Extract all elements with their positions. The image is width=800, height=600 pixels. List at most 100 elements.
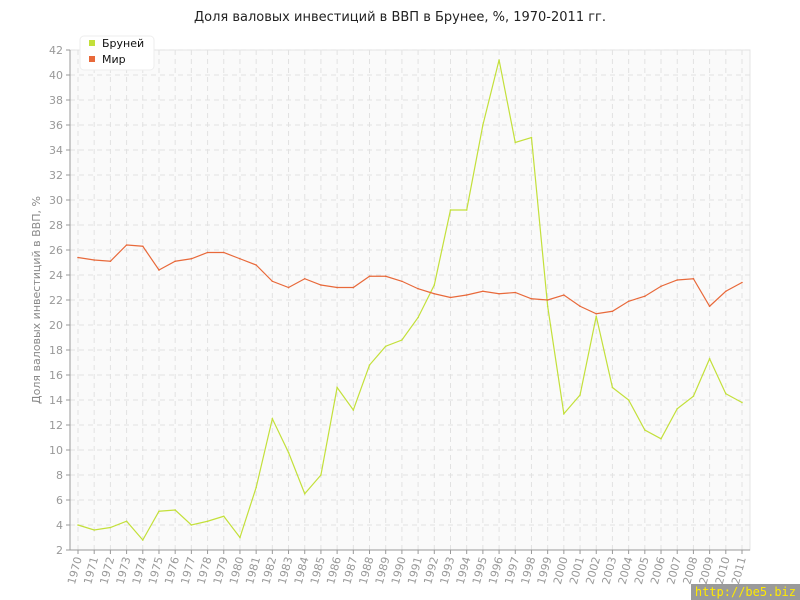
- data-point: [498, 59, 500, 61]
- data-point: [303, 277, 306, 280]
- watermark[interactable]: http://be5.biz: [690, 584, 800, 600]
- data-point: [660, 437, 662, 440]
- data-point: [368, 275, 371, 278]
- y-tick-label: 18: [49, 344, 63, 357]
- data-point: [449, 209, 452, 211]
- y-tick-label: 4: [56, 519, 63, 532]
- legend-swatch: [89, 40, 95, 46]
- data-point: [660, 285, 662, 288]
- y-tick-label: 14: [49, 394, 63, 407]
- y-tick-label: 16: [49, 369, 63, 382]
- data-point: [93, 259, 95, 261]
- data-point: [174, 260, 176, 263]
- data-point: [206, 520, 209, 523]
- data-point: [239, 536, 241, 539]
- data-point: [222, 515, 225, 518]
- data-point: [627, 300, 630, 303]
- legend-label: Бруней: [102, 37, 144, 50]
- legend-label: Мир: [102, 53, 126, 66]
- data-point: [125, 244, 128, 246]
- data-point: [190, 257, 193, 260]
- y-tick-label: 12: [49, 419, 63, 432]
- data-point: [271, 280, 274, 283]
- data-point: [595, 312, 598, 315]
- data-point: [141, 245, 144, 248]
- data-point: [384, 345, 387, 348]
- data-point: [741, 401, 743, 404]
- data-point: [449, 296, 452, 299]
- data-point: [320, 474, 322, 476]
- y-tick-label: 10: [49, 444, 63, 457]
- data-point: [206, 251, 209, 254]
- y-tick-label: 28: [49, 219, 63, 232]
- y-tick-label: 2: [56, 544, 63, 557]
- data-point: [611, 386, 614, 389]
- data-point: [255, 486, 257, 489]
- data-point: [514, 291, 517, 294]
- legend: [79, 35, 155, 71]
- data-point: [692, 395, 695, 398]
- data-point: [465, 294, 468, 296]
- data-point: [352, 409, 355, 411]
- data-point: [158, 269, 160, 271]
- y-tick-label: 6: [56, 494, 63, 507]
- data-point: [190, 524, 193, 526]
- data-point: [482, 124, 484, 126]
- y-tick-label: 26: [49, 244, 63, 257]
- data-point: [676, 279, 679, 281]
- data-point: [741, 281, 743, 284]
- data-point: [287, 286, 290, 289]
- data-point: [77, 256, 79, 259]
- data-point: [255, 264, 257, 266]
- data-point: [174, 509, 176, 511]
- data-point: [530, 297, 533, 300]
- data-point: [417, 316, 419, 319]
- y-tick-label: 42: [49, 44, 63, 57]
- data-point: [676, 407, 679, 410]
- data-point: [352, 286, 355, 289]
- data-point: [563, 412, 565, 415]
- data-point: [158, 510, 160, 513]
- data-point: [692, 277, 695, 280]
- y-tick-label: 32: [49, 169, 63, 182]
- data-point: [287, 451, 290, 454]
- data-point: [222, 251, 225, 254]
- data-point: [465, 209, 468, 211]
- y-tick-label: 38: [49, 94, 63, 107]
- data-point: [579, 305, 581, 308]
- data-point: [109, 260, 112, 263]
- data-point: [546, 299, 549, 301]
- data-point: [644, 295, 646, 298]
- data-point: [125, 520, 128, 523]
- y-tick-label: 34: [49, 144, 63, 157]
- data-point: [384, 275, 387, 278]
- data-point: [530, 136, 533, 139]
- data-point: [708, 305, 711, 308]
- data-point: [141, 539, 144, 541]
- data-point: [595, 315, 598, 318]
- data-point: [708, 357, 711, 360]
- data-point: [320, 284, 322, 286]
- series-line-1: [77, 244, 743, 315]
- data-point: [303, 492, 306, 495]
- data-point: [611, 310, 614, 313]
- y-tick-label: 24: [49, 269, 63, 282]
- data-point: [109, 526, 112, 529]
- data-point: [77, 524, 79, 526]
- y-axis-label: Доля валовых инвестиций в ВВП, %: [30, 196, 43, 404]
- series-line-0: [77, 59, 743, 542]
- data-point: [239, 257, 241, 260]
- data-point: [725, 392, 727, 395]
- y-tick-label: 8: [56, 469, 63, 482]
- data-point: [627, 399, 630, 401]
- data-point: [93, 529, 95, 531]
- data-point: [401, 280, 403, 283]
- data-point: [514, 141, 517, 144]
- data-point: [725, 290, 727, 293]
- y-tick-label: 36: [49, 119, 63, 132]
- data-point: [271, 417, 274, 420]
- data-point: [433, 284, 436, 286]
- chart-title: Доля валовых инвестиций в ВВП в Брунее, …: [193, 10, 607, 25]
- data-point: [498, 292, 500, 295]
